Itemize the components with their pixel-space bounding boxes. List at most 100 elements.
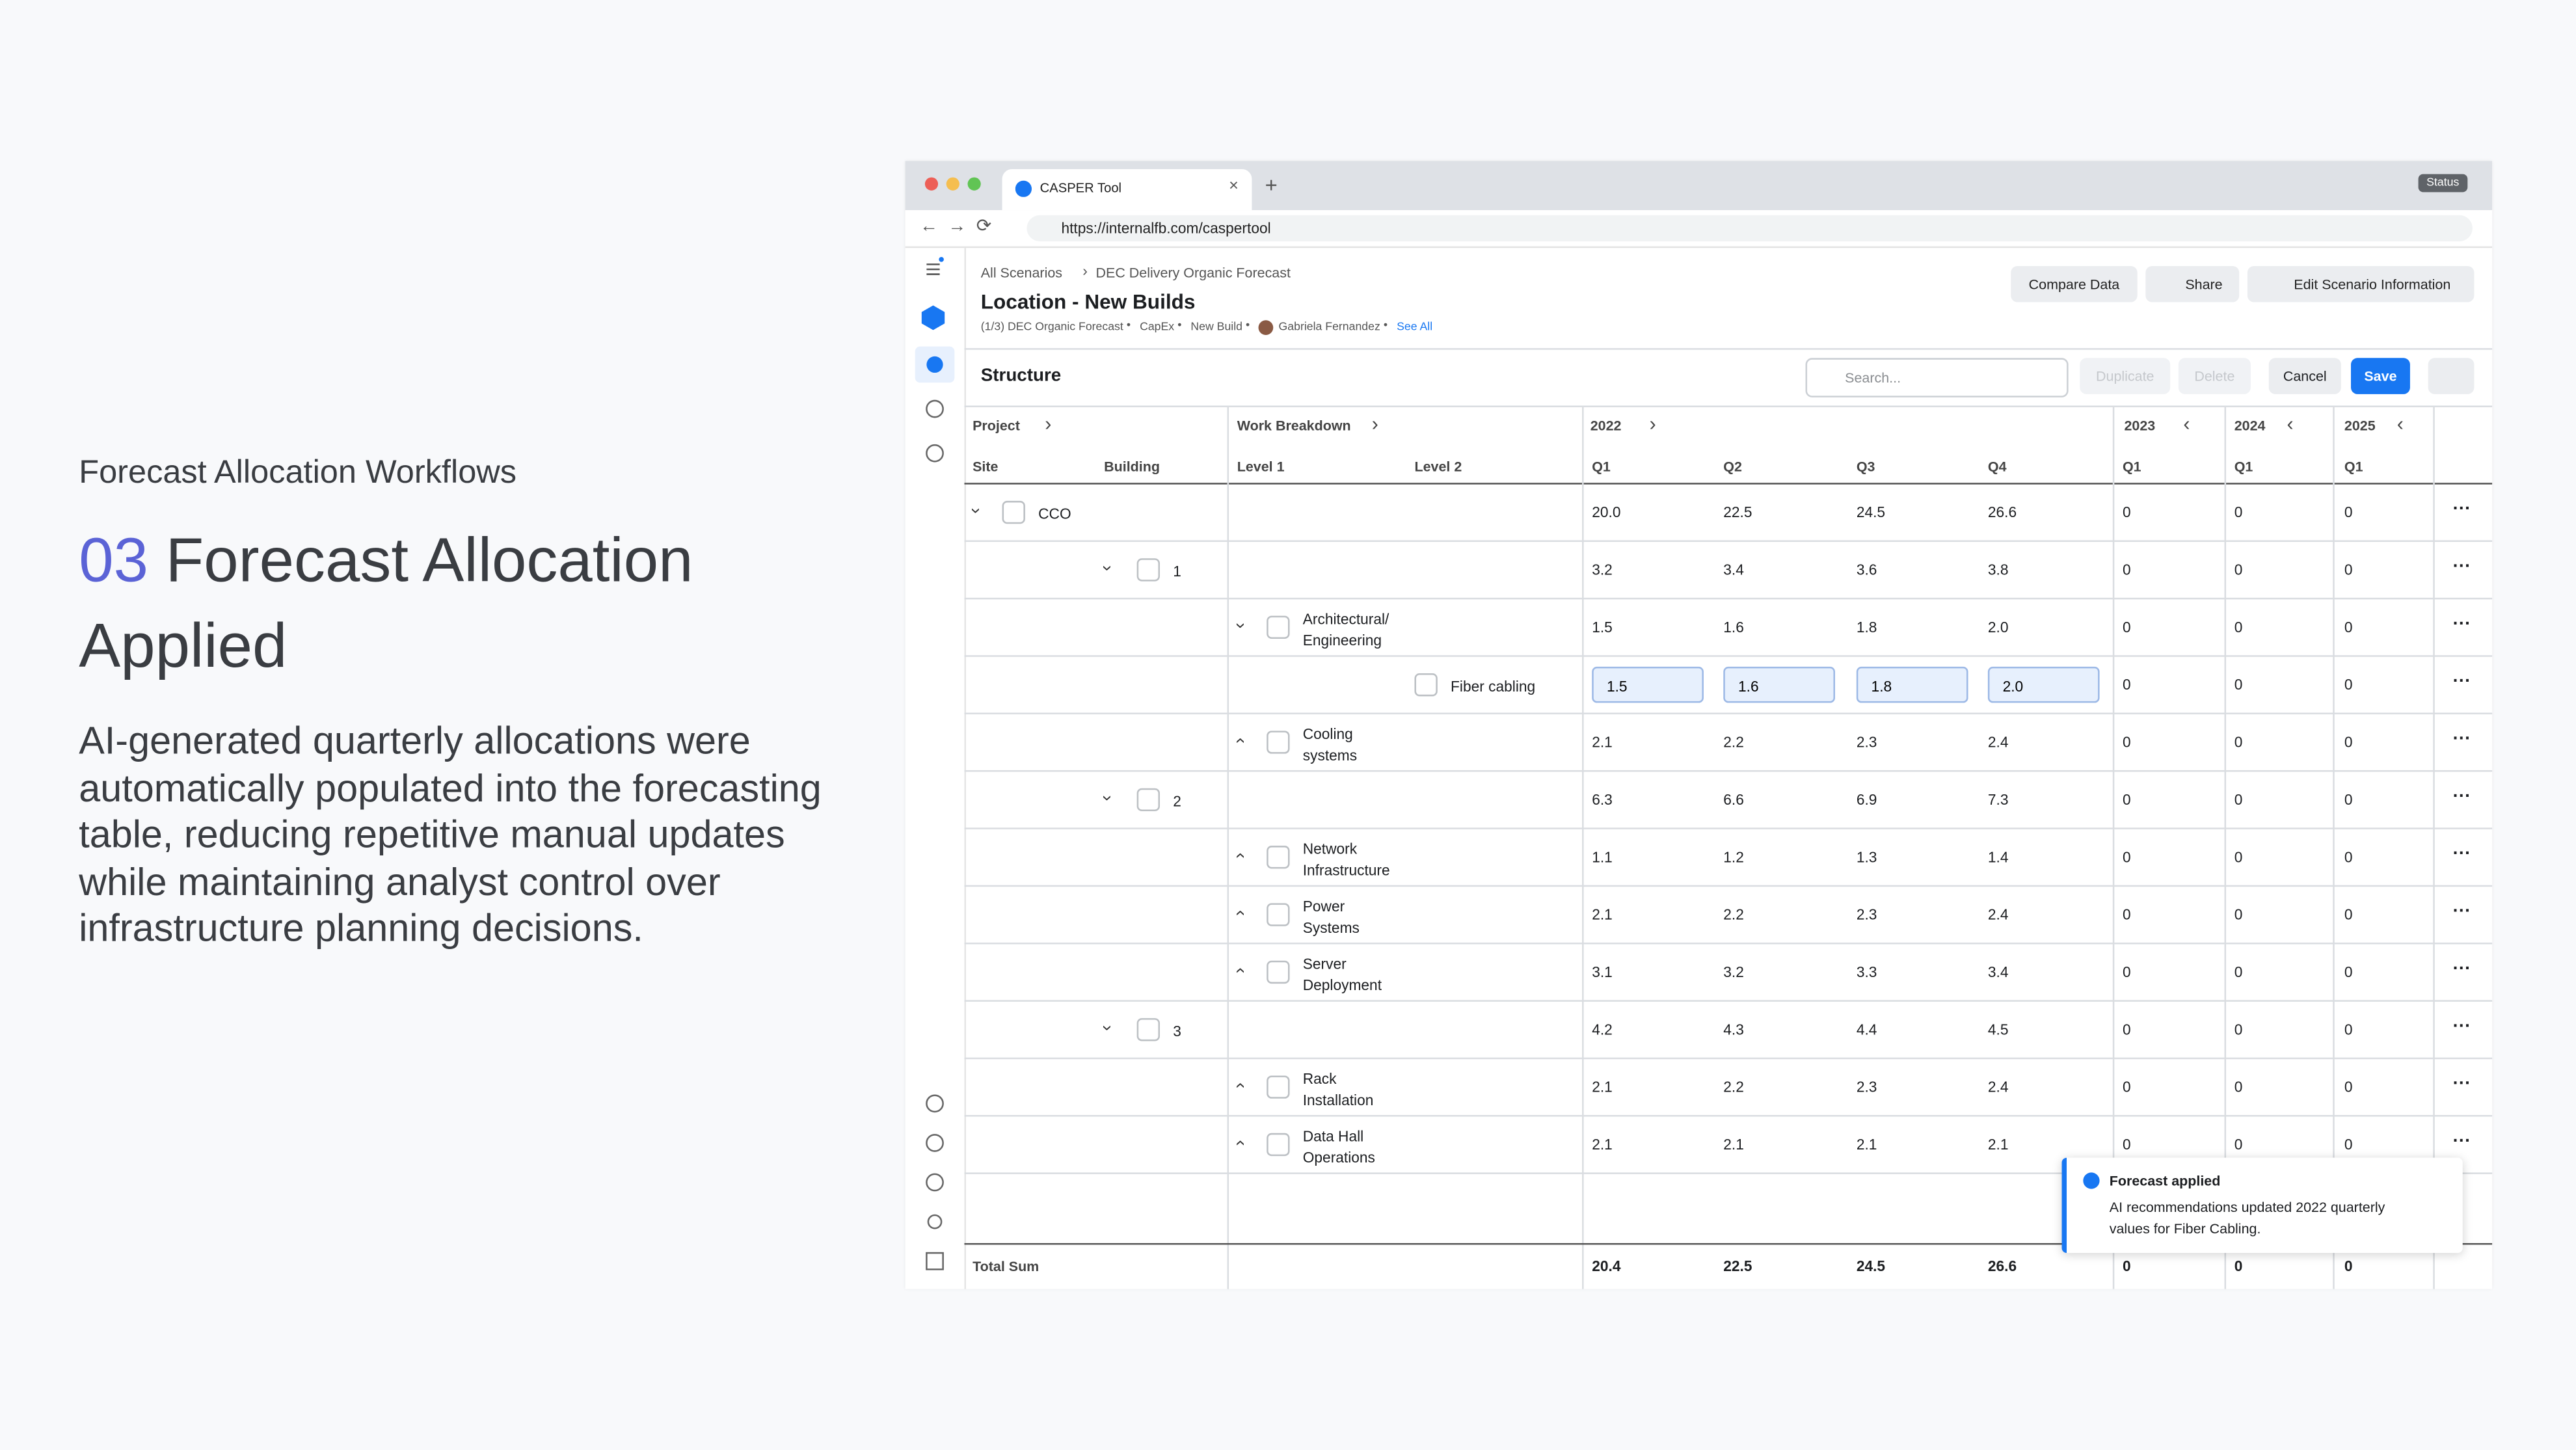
group-header: 2022	[1590, 417, 1622, 434]
collapse-chevron[interactable]: ›	[1230, 967, 1250, 974]
value-cell: 0	[2234, 734, 2243, 751]
group-toggle[interactable]: ‹	[2396, 412, 2404, 435]
value-cell: 3.4	[1723, 561, 1744, 578]
expand-chevron[interactable]: ›	[1097, 565, 1117, 572]
row-checkbox[interactable]	[1267, 1133, 1290, 1157]
row-checkbox[interactable]	[1002, 500, 1025, 524]
group-toggle[interactable]: ›	[1371, 412, 1378, 435]
group-toggle[interactable]: ›	[1649, 412, 1656, 435]
collapse-chevron[interactable]: ›	[1230, 909, 1250, 917]
group-header: 2025	[2344, 417, 2376, 434]
row-menu[interactable]: ···	[2452, 901, 2471, 922]
value-cell: 1.8	[1856, 619, 1877, 636]
toolbar-button[interactable]: Delete	[2178, 358, 2251, 394]
title-text: Forecast Allocation Applied	[79, 527, 693, 682]
row-menu[interactable]: ···	[2452, 1131, 2471, 1151]
value-cell: 6.3	[1592, 791, 1613, 808]
collapse-chevron[interactable]: ›	[1230, 1082, 1250, 1089]
group-header: 2023	[2124, 417, 2156, 434]
total-value: 22.5	[1723, 1257, 1752, 1274]
nav-buttons[interactable]: ← → ⟳	[920, 217, 992, 237]
row-rule	[964, 885, 2493, 887]
eyebrow: Forecast Allocation Workflows	[79, 455, 517, 491]
row-menu[interactable]: ···	[2452, 499, 2471, 519]
row-menu[interactable]: ···	[2452, 671, 2471, 691]
new-tab[interactable]: +	[1265, 172, 1278, 197]
value-input[interactable]: 2.0	[1987, 666, 2100, 703]
row-menu[interactable]: ···	[2452, 1016, 2471, 1036]
value-cell: 4.4	[1856, 1021, 1877, 1038]
address-field[interactable]: https://internalfb.com/caspertool	[1026, 215, 2473, 242]
collapse-chevron[interactable]: ›	[1230, 737, 1250, 744]
comment-button[interactable]	[2428, 358, 2475, 394]
group-toggle[interactable]: ‹	[2287, 412, 2294, 435]
sidebar	[906, 248, 966, 1289]
breadcrumb[interactable]: All Scenarios	[980, 264, 1063, 281]
value-cell: 2.4	[1987, 906, 2009, 923]
meta-item: New Build	[1190, 321, 1242, 334]
row-checkbox[interactable]	[1267, 903, 1290, 926]
expand-chevron[interactable]: ›	[1230, 623, 1250, 629]
row-checkbox[interactable]	[1267, 1075, 1290, 1099]
tab[interactable]: CASPER Tool ×	[1002, 169, 1252, 211]
row-rule	[964, 770, 2493, 772]
action-button[interactable]: Edit Scenario Information	[2247, 265, 2475, 302]
body-text: AI-generated quarterly allocations were …	[79, 719, 822, 950]
row-rule	[964, 1000, 2493, 1002]
sidebar-icons	[915, 257, 955, 1270]
expand-chevron[interactable]: ›	[1097, 795, 1117, 801]
row-menu[interactable]: ···	[2452, 844, 2471, 864]
row-menu[interactable]: ···	[2452, 556, 2471, 577]
action-button[interactable]: Share	[2145, 265, 2240, 302]
value-cell: 0	[2122, 561, 2131, 578]
tab-close[interactable]: ×	[1229, 177, 1239, 196]
meta-dot: •	[1177, 320, 1182, 332]
row-checkbox[interactable]	[1267, 960, 1290, 984]
action-button[interactable]: Compare Data	[2011, 265, 2138, 302]
row-checkbox[interactable]	[1136, 788, 1161, 812]
value-input[interactable]: 1.6	[1723, 666, 1835, 703]
row-rule	[964, 942, 2493, 945]
column-header: Q2	[1723, 458, 1742, 475]
column-header: Q1	[1592, 458, 1611, 475]
row-checkbox[interactable]	[1136, 558, 1161, 582]
collapse-chevron[interactable]: ›	[1230, 1140, 1250, 1146]
value-input[interactable]: 1.8	[1856, 666, 1968, 703]
value-cell: 2.3	[1856, 906, 1877, 923]
row-checkbox[interactable]	[1267, 846, 1290, 869]
column-header: Q3	[1856, 458, 1875, 475]
row-label: Data Hall Operations	[1302, 1128, 1375, 1166]
expand-chevron[interactable]: ›	[1097, 1025, 1117, 1031]
expand-chevron[interactable]: ›	[965, 507, 986, 514]
row-menu[interactable]: ···	[2452, 614, 2471, 634]
total-value: 24.5	[1856, 1257, 1886, 1274]
row-menu[interactable]: ···	[2452, 959, 2471, 979]
value-cell: 2.2	[1723, 906, 1744, 923]
toolbar-button[interactable]: Cancel	[2268, 358, 2341, 394]
row-menu[interactable]: ···	[2452, 729, 2471, 749]
row-menu[interactable]: ···	[2452, 786, 2471, 807]
row-checkbox[interactable]	[1267, 731, 1290, 754]
row-checkbox[interactable]	[1267, 615, 1290, 639]
toolbar-button[interactable]: Save	[2351, 358, 2410, 394]
group-header: Work Breakdown	[1237, 417, 1351, 434]
status-badge[interactable]: Status	[2418, 174, 2467, 193]
row-label: CCO	[1038, 505, 1071, 522]
value-cell: 0	[2344, 619, 2353, 636]
group-toggle[interactable]: ‹	[2183, 412, 2190, 435]
value-cell: 3.4	[1987, 963, 2009, 981]
see-all[interactable]: See All	[1397, 321, 1433, 334]
row-checkbox[interactable]	[1136, 1018, 1161, 1041]
breadcrumb[interactable]: DEC Delivery Organic Forecast	[1095, 264, 1291, 281]
group-header: 2024	[2234, 417, 2266, 434]
row-checkbox[interactable]	[1414, 673, 1438, 697]
search-box[interactable]: Search...	[1805, 358, 2069, 397]
collapse-chevron[interactable]: ›	[1230, 852, 1250, 859]
value-cell: 1.6	[1723, 619, 1744, 636]
value-input[interactable]: 1.5	[1592, 666, 1704, 703]
group-toggle[interactable]: ›	[1045, 412, 1052, 435]
value-cell: 0	[2234, 1136, 2243, 1153]
row-menu[interactable]: ···	[2452, 1073, 2471, 1094]
toast-title: Forecast applied	[2109, 1172, 2221, 1189]
toolbar-button[interactable]: Duplicate	[2080, 358, 2171, 394]
